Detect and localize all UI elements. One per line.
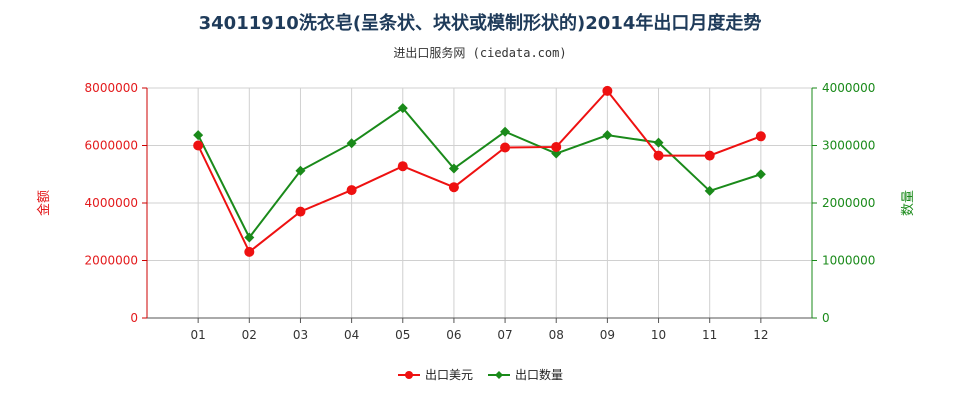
data-point-series-2[interactable]	[602, 130, 613, 141]
series-line-1	[197, 89, 762, 254]
data-point-series-2[interactable]	[448, 163, 459, 174]
legend-label[interactable]: 出口美元	[425, 368, 473, 382]
x-tick-label: 04	[344, 328, 359, 342]
data-point-series-1[interactable]	[397, 161, 408, 172]
x-tick-label: 11	[702, 328, 717, 342]
data-point-series-2[interactable]	[397, 103, 408, 114]
data-point-series-1[interactable]	[295, 206, 306, 217]
data-point-series-2[interactable]	[704, 185, 715, 196]
series	[193, 85, 766, 257]
data-point-series-2[interactable]	[244, 232, 255, 243]
data-point-series-1[interactable]	[448, 182, 459, 193]
grid	[147, 87, 812, 318]
data-point-series-2[interactable]	[295, 165, 306, 176]
legend-marker	[405, 371, 413, 379]
right-axis-label: 数量	[901, 190, 916, 216]
legend: 出口美元 出口数量	[398, 367, 563, 382]
data-point-series-1[interactable]	[602, 85, 613, 96]
right-tick-label: 1000000	[822, 254, 875, 268]
data-point-series-2[interactable]	[193, 130, 204, 141]
left-tick-label: 4000000	[85, 196, 138, 210]
data-point-series-1[interactable]	[346, 185, 357, 196]
axes: 金额 数量	[36, 88, 916, 319]
left-tick-label: 0	[130, 311, 138, 325]
x-tick-label: 05	[395, 328, 410, 342]
data-point-series-2[interactable]	[755, 169, 766, 180]
data-point-series-2[interactable]	[346, 138, 357, 149]
left-tick-label: 2000000	[85, 254, 138, 268]
series-line-2	[197, 106, 762, 240]
x-tick-label: 02	[242, 328, 257, 342]
x-tick-label: 03	[293, 328, 308, 342]
x-tick-label: 08	[549, 328, 564, 342]
data-point-series-1[interactable]	[551, 141, 562, 152]
data-point-series-1[interactable]	[193, 140, 204, 151]
right-tick-label: 4000000	[822, 81, 875, 95]
data-point-series-1[interactable]	[244, 246, 255, 257]
right-tick-label: 3000000	[822, 139, 875, 153]
x-tick-label: 07	[497, 328, 512, 342]
x-tick-label: 10	[651, 328, 666, 342]
left-axis-label: 金额	[36, 190, 52, 216]
legend-label[interactable]: 出口数量	[515, 367, 563, 382]
data-point-series-1[interactable]	[653, 150, 664, 161]
chart-title: 34011910洗衣皂(呈条状、块状或模制形状的)2014年出口月度走势	[198, 13, 762, 34]
chart-subtitle: 进出口服务网 (ciedata.com)	[393, 46, 567, 60]
right-tick-label: 0	[822, 311, 830, 325]
data-point-series-2[interactable]	[653, 137, 664, 148]
x-tick-label: 12	[753, 328, 768, 342]
right-tick-label: 2000000	[822, 196, 875, 210]
data-point-series-1[interactable]	[500, 142, 511, 153]
legend-marker	[495, 371, 503, 379]
x-tick-label: 01	[191, 328, 206, 342]
data-point-series-2[interactable]	[500, 126, 511, 137]
data-point-series-1[interactable]	[704, 150, 715, 161]
left-tick-label: 8000000	[85, 81, 138, 95]
ticks: 0 2000000 4000000 6000000 8000000 0 1000000 200…	[85, 81, 876, 342]
data-point-series-1[interactable]	[755, 131, 766, 142]
x-tick-label: 06	[446, 328, 461, 342]
left-tick-label: 6000000	[85, 139, 138, 153]
x-tick-label: 09	[600, 328, 615, 342]
